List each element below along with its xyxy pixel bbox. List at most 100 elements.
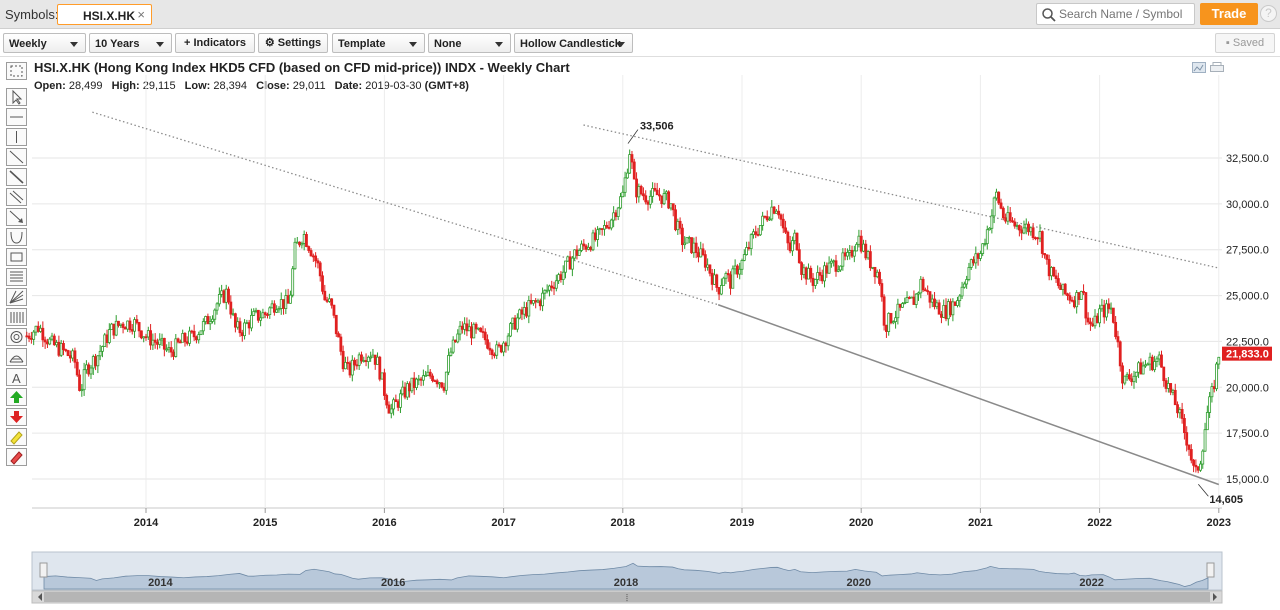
symbol-tag[interactable]: HSI.X.HK × (57, 4, 152, 25)
chevron-down-icon (495, 42, 503, 47)
buy-arrow-tool[interactable] (6, 388, 27, 406)
candle-body (878, 271, 881, 284)
speed-lines-tool[interactable] (6, 348, 27, 366)
candle-body (1201, 450, 1205, 465)
candle-body (167, 347, 171, 350)
candle-body (158, 339, 162, 345)
candle-body (871, 266, 875, 269)
candle-body (1089, 321, 1092, 325)
gann-grid-tool[interactable] (6, 308, 27, 326)
candle-body (979, 253, 982, 259)
search-box[interactable] (1036, 3, 1195, 25)
candle-body (412, 377, 416, 388)
search-input[interactable] (1059, 6, 1193, 22)
candle-body (1109, 307, 1113, 310)
text-tool[interactable]: A (6, 368, 27, 386)
eraser-tool[interactable] (6, 448, 27, 466)
arc-tool[interactable] (6, 228, 27, 246)
candle-body (839, 265, 842, 271)
candle-body (561, 271, 565, 281)
candle-body (256, 309, 260, 321)
print-icon[interactable] (1210, 62, 1224, 73)
fan-tool[interactable] (6, 288, 27, 306)
candle-body (910, 296, 914, 299)
candle-body (818, 272, 822, 276)
candle-body (188, 330, 191, 344)
candle-body (1031, 227, 1035, 238)
chart-style-select[interactable]: Hollow Candlestick (514, 33, 633, 53)
candle-body (151, 339, 155, 346)
candle-body (515, 317, 519, 330)
fib-retracement-tool[interactable] (6, 268, 27, 286)
candle-body (43, 339, 47, 343)
y-tick-label: 17,500.0 (1226, 428, 1269, 440)
cursor-tool[interactable] (6, 88, 27, 106)
ray-tool[interactable] (6, 168, 27, 186)
candle-body (944, 305, 948, 320)
candle-body (756, 234, 760, 236)
candle-body (685, 237, 689, 244)
candle-body (279, 299, 283, 309)
fullscreen-tool[interactable] (6, 62, 27, 80)
candle-body (454, 339, 457, 343)
image-icon[interactable] (1192, 62, 1206, 73)
candle-body (456, 333, 460, 343)
settings-button[interactable]: ⚙ Settings (258, 33, 328, 53)
candle-body (724, 273, 728, 279)
candle-body (591, 232, 595, 251)
trend-line[interactable] (92, 111, 719, 306)
candle-body (651, 188, 654, 197)
candle-body (1128, 374, 1131, 380)
candle-body (660, 195, 664, 205)
low-value: 28,394 (213, 80, 248, 92)
indicators-button[interactable]: + Indicators (175, 33, 255, 53)
candle-body (1047, 258, 1051, 277)
candle-body (1215, 363, 1218, 390)
candle-body (795, 232, 799, 251)
candle-body (272, 303, 276, 313)
sell-arrow-tool[interactable] (6, 408, 27, 426)
rectangle-tool[interactable] (6, 248, 27, 266)
candle-body (1176, 404, 1179, 414)
horizontal-line-tool[interactable] (6, 108, 27, 126)
high-value: 29,115 (142, 80, 176, 92)
close-icon[interactable]: × (137, 7, 145, 22)
candle-body (119, 323, 123, 326)
candle-body (1061, 283, 1065, 291)
trend-line[interactable] (583, 124, 1219, 269)
candle-body (460, 325, 464, 330)
trend-line[interactable] (717, 304, 1220, 486)
interval-select[interactable]: Weekly (3, 33, 86, 53)
compare-select[interactable]: None (428, 33, 511, 53)
trend-line-tool[interactable] (6, 148, 27, 166)
candle-body (628, 154, 632, 174)
highlighter-tool[interactable] (6, 428, 27, 446)
peak-annotation: 33,506 (640, 121, 674, 133)
candle-body (992, 197, 996, 217)
candle-body (901, 303, 904, 308)
candle-body (433, 380, 437, 382)
candle-body (467, 326, 471, 332)
symbols-label: Symbols: (5, 7, 59, 22)
candle-body (1034, 237, 1037, 239)
parallel-channel-tool[interactable] (6, 188, 27, 206)
arrow-line-tool[interactable] (6, 208, 27, 226)
help-icon[interactable]: ? (1260, 5, 1277, 22)
candle-body (619, 196, 622, 209)
candle-body (697, 252, 700, 258)
vertical-line-tool[interactable] (6, 128, 27, 146)
interval-select-label: Weekly (9, 38, 47, 50)
candle-body (204, 316, 208, 322)
candle-body (369, 356, 373, 359)
template-select[interactable]: Template (332, 33, 425, 53)
candle-body (323, 290, 327, 301)
range-select[interactable]: 10 Years (89, 33, 172, 53)
candle-body (1017, 225, 1021, 231)
candle-body (1043, 253, 1046, 256)
candle-body (781, 218, 785, 229)
trade-button[interactable]: Trade (1200, 3, 1258, 25)
saved-button[interactable]: ▪ Saved (1215, 33, 1275, 53)
candle-body (245, 322, 249, 325)
candle-body (935, 302, 939, 308)
